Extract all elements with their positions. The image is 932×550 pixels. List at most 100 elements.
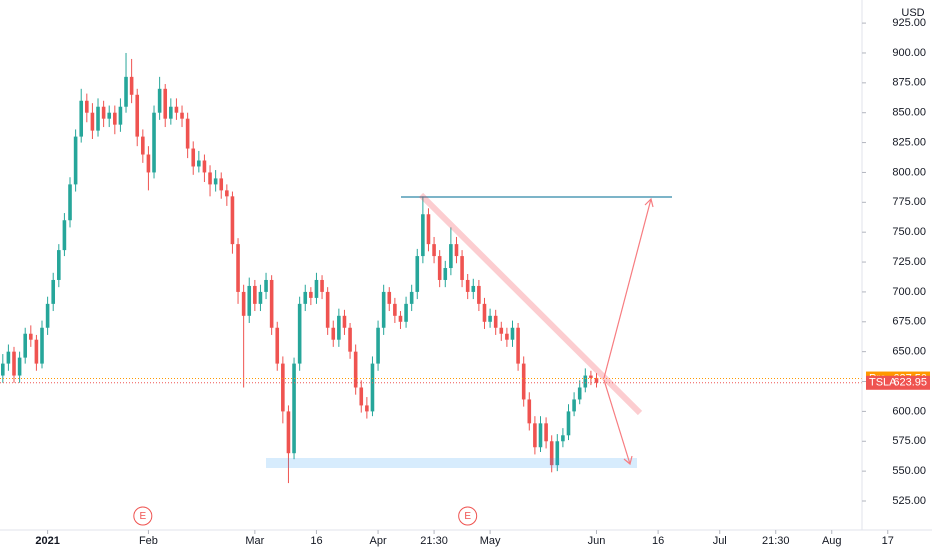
candle-body [45,303,50,328]
candle-body [297,303,302,364]
candle-body [281,363,285,412]
candle-body [113,112,117,125]
arrow-down [603,379,631,465]
candle-body [437,256,442,280]
candle-body [118,106,123,125]
candle-body [202,160,207,173]
x-tick-label: 21:30 [420,535,448,547]
y-tick-label: 550.00 [892,465,926,477]
x-tick-label: 17 [882,535,894,547]
candle-body [191,148,196,167]
candle-body [589,375,593,378]
y-tick-label: 900.00 [892,47,926,59]
candle-body [359,387,364,406]
candle-body [505,333,509,340]
x-tick-label: Apr [370,535,387,547]
candle-body [449,244,453,269]
candle-body [527,399,532,424]
event-marker [458,506,478,526]
candle-body [353,351,358,388]
candle-body [23,333,28,358]
candle-body [538,423,543,448]
candle-body [101,106,106,119]
candle-body [577,387,582,400]
candle-body [549,441,554,466]
candle-body [460,256,464,280]
y-tick-label: 875.00 [892,77,926,89]
candle-body [409,291,414,304]
candle-body [314,279,319,298]
arrow-up [603,198,652,379]
candle-body [12,351,16,376]
x-tick-label: 2021 [35,535,59,547]
candle-body [572,399,576,412]
y-tick-label: 600.00 [892,405,926,417]
candle-body [90,112,95,131]
candle-body [185,118,190,149]
candle-body [286,411,291,454]
candle-body [566,411,571,436]
candle-body [533,423,537,448]
price-tag [866,375,930,390]
event-label: E [464,511,471,522]
axes: 525.00550.00575.00600.00625.00650.00675.… [35,17,930,547]
candle-body [68,184,72,221]
trend-line [418,192,643,416]
candle-body [320,279,324,292]
candle-body [477,285,481,304]
candle-body [325,291,330,328]
y-tick-label: 650.00 [892,346,926,358]
candle-body [258,291,263,304]
x-tick-label: 21:30 [762,535,790,547]
x-tick-label: Mar [245,535,264,547]
candle-body [169,106,173,119]
candle-body [124,76,128,107]
candle-body [516,327,520,364]
candle-body [348,327,352,352]
candle-body [219,178,224,191]
x-tick-label: Jul [713,535,727,547]
candle-body [146,154,151,173]
candle-body [432,244,436,257]
candle-body [17,357,22,376]
x-tick-label: 16 [652,535,664,547]
candle-body [583,375,588,388]
candle-body [197,160,201,167]
y-tick-label: 850.00 [892,107,926,119]
candle-body [421,214,425,257]
candle-body [365,405,369,412]
y-tick-label: 775.00 [892,196,926,208]
candle-body [107,112,112,119]
candle-body [247,285,252,316]
candle-body [510,327,515,340]
candle-body [241,291,246,316]
candle-body [303,291,308,304]
support-zone [266,458,637,468]
candle-body [275,327,280,364]
candle-body [454,244,459,257]
x-tick-label: Aug [822,535,842,547]
currency: USD [901,7,924,19]
candle-body [73,136,78,185]
y-tick-label: 725.00 [892,256,926,268]
candle-body [213,178,218,185]
y-tick-label: 575.00 [892,435,926,447]
candle-body [337,315,341,340]
plot-area [0,52,862,484]
y-tick-label: 525.00 [892,495,926,507]
candle-body [152,112,156,173]
candle-body [381,291,386,328]
x-tick-label: 16 [310,535,322,547]
candle-body [521,363,526,400]
currency-box [900,5,926,21]
event-label: E [139,511,146,522]
candle-body [253,285,257,304]
candle-body [398,315,403,322]
y-tick-label: 700.00 [892,286,926,298]
candle-body [174,106,179,113]
candle-body [499,327,504,334]
candle-body [561,435,565,442]
y-tick-label: 675.00 [892,316,926,328]
candle-body [6,351,11,364]
